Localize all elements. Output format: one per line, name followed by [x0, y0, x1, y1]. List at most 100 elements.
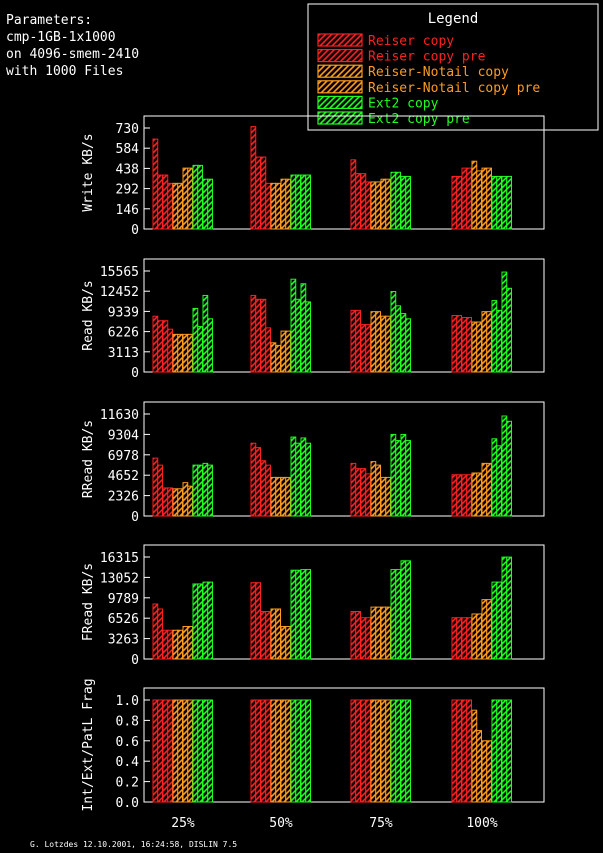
y-tick-label: 11630	[100, 408, 139, 423]
y-tick-label: 13052	[100, 571, 139, 586]
bar	[167, 629, 173, 660]
bar	[162, 699, 169, 803]
y-tick-label: 0.6	[116, 735, 139, 750]
bar	[250, 699, 257, 803]
bar	[405, 175, 411, 230]
bar	[395, 440, 401, 517]
bar	[285, 476, 291, 517]
params-line-4: with 1000 Files	[6, 64, 123, 79]
bar	[400, 175, 407, 230]
bar	[461, 699, 468, 803]
bar	[380, 315, 387, 373]
legend-label: Reiser copy pre	[368, 50, 486, 65]
chart-panel: 0 3113 6226 9339 12452 15565 Read KB/s	[81, 258, 545, 381]
bar	[270, 608, 277, 660]
legend-swatch	[317, 64, 363, 78]
x-category-label: 25%	[171, 816, 195, 831]
bar	[295, 699, 301, 803]
legend-label: Ext2 copy pre	[368, 112, 470, 127]
bar	[167, 487, 173, 517]
bar	[197, 699, 203, 803]
bar	[456, 315, 462, 373]
bar	[491, 699, 498, 803]
legend-title: Legend	[428, 11, 479, 27]
bar	[285, 699, 291, 803]
bar	[300, 437, 307, 517]
bar	[157, 320, 163, 373]
bar	[207, 699, 213, 803]
bar	[202, 699, 209, 803]
legend-label: Ext2 copy	[368, 96, 439, 111]
y-tick-label: 146	[116, 203, 139, 218]
footer-credit: G. Lotzdes 12.10.2001, 16:24:58, DISLIN …	[30, 840, 237, 849]
bar	[300, 699, 307, 803]
bar	[250, 294, 257, 373]
bar	[461, 617, 468, 660]
bar	[350, 309, 357, 373]
bar	[192, 164, 199, 230]
bar	[506, 287, 512, 373]
bar	[250, 126, 257, 230]
chart-panel: 0 2326 4652 6978 9304 11630 RRead KB/s	[81, 401, 545, 525]
bar	[461, 167, 468, 230]
bar	[295, 298, 301, 373]
bar	[152, 138, 159, 230]
chart-panel: 0 3263 6526 9789 13052 16315 FRead KB/s	[81, 544, 545, 668]
y-tick-label: 3113	[108, 346, 139, 361]
bar	[451, 175, 458, 230]
plot-frame	[143, 401, 545, 517]
bar	[496, 581, 502, 660]
bar	[375, 181, 381, 230]
bar	[350, 699, 357, 803]
y-tick-label: 292	[116, 183, 139, 198]
bar	[250, 582, 257, 660]
bar	[395, 305, 401, 373]
y-tick-label: 4652	[108, 469, 139, 484]
bar	[197, 164, 203, 230]
bar	[177, 333, 183, 373]
y-tick-label: 6226	[108, 326, 139, 341]
plot-frame	[143, 115, 545, 230]
chart-panel: 0 146 292 438 584 730 Write KB/s	[81, 115, 545, 238]
bar	[486, 311, 492, 373]
bar	[305, 699, 311, 803]
bar	[172, 488, 179, 517]
bar	[385, 178, 391, 230]
bar	[501, 699, 508, 803]
y-axis-label: FRead KB/s	[81, 563, 96, 641]
bar	[375, 311, 381, 373]
bar	[350, 462, 357, 517]
bar	[295, 569, 301, 660]
bar	[172, 333, 179, 373]
bar	[501, 175, 508, 230]
bar	[471, 709, 478, 803]
bar	[456, 175, 462, 230]
bar	[202, 178, 209, 230]
bar	[290, 569, 297, 660]
bar	[400, 313, 407, 373]
bar	[255, 156, 261, 230]
bar	[466, 474, 472, 517]
bar	[390, 569, 397, 660]
bar	[481, 740, 488, 803]
bar	[405, 699, 411, 803]
bar	[491, 300, 498, 373]
bar	[375, 606, 381, 660]
bar	[157, 174, 163, 230]
params-line-2: cmp-1GB-1x1000	[6, 30, 116, 45]
bar	[300, 283, 307, 373]
legend-swatch	[317, 33, 363, 47]
bar	[162, 487, 169, 517]
legend-label: Reiser-Notail copy	[368, 65, 509, 80]
bar	[355, 468, 361, 517]
bar	[486, 462, 492, 517]
bar	[197, 583, 203, 660]
bar	[385, 315, 391, 373]
bar	[365, 181, 371, 230]
bar	[496, 175, 502, 230]
bar	[471, 613, 478, 660]
y-tick-label: 16315	[100, 551, 139, 566]
bar	[197, 464, 203, 517]
bar	[471, 472, 478, 517]
bar	[476, 170, 482, 230]
